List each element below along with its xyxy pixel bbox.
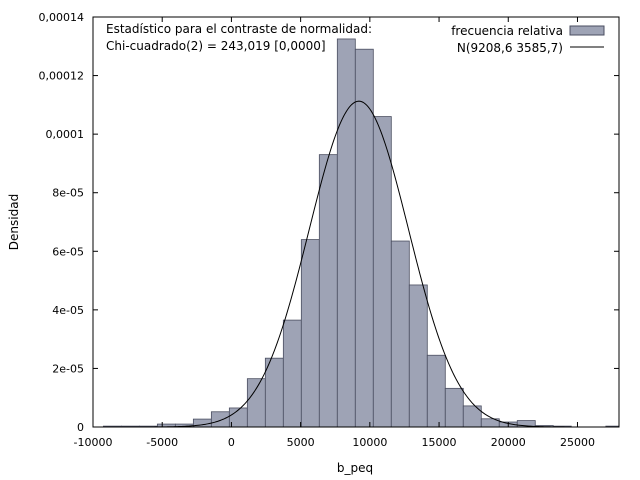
x-tick-label: 10000	[352, 436, 387, 449]
normality-test-statistic: Chi-cuadrado(2) = 243,019 [0,0000]	[106, 39, 326, 53]
y-tick-label: 2e-05	[52, 362, 84, 375]
histogram-bar	[282, 319, 302, 428]
histogram-bar	[408, 284, 428, 428]
y-tick-label: 8e-05	[52, 187, 84, 200]
y-tick-label: 0,00012	[39, 70, 85, 83]
x-tick-label: -5000	[146, 436, 178, 449]
x-tick-label: 20000	[491, 436, 526, 449]
y-tick-label: 4e-05	[52, 304, 84, 317]
x-axis-ticks: -10000 -5000 0 5000 10000 15000 20000 25000	[74, 17, 595, 449]
histogram-bar	[228, 407, 248, 428]
histogram-bar	[336, 38, 356, 428]
x-tick-label: -10000	[74, 436, 113, 449]
normality-test-title: Estadístico para el contraste de normali…	[106, 22, 372, 36]
histogram-bar	[318, 154, 338, 428]
x-tick-label: 15000	[422, 436, 457, 449]
histogram-bar	[300, 239, 320, 428]
legend-curve-label: N(9208,6 3585,7)	[457, 41, 563, 55]
x-axis-label: b_peq	[337, 461, 373, 475]
y-tick-label: 0,0001	[46, 128, 85, 141]
y-tick-label: 0	[77, 421, 84, 434]
histogram-bar	[444, 387, 464, 428]
y-tick-label: 0,00014	[39, 11, 85, 24]
y-axis-ticks: 0 2e-05 4e-05 6e-05 8e-05 0,0001 0,00012 0,0001…	[39, 11, 619, 434]
x-tick-label: 25000	[560, 436, 595, 449]
legend-histogram-swatch	[569, 25, 605, 36]
histogram-bar	[246, 378, 266, 428]
histogram-bar	[426, 354, 446, 428]
histogram-bar	[264, 357, 284, 428]
y-axis-label: Densidad	[7, 194, 21, 250]
x-tick-label: 5000	[287, 436, 315, 449]
histogram-bar	[372, 116, 392, 428]
histogram-bar	[354, 48, 374, 428]
x-tick-label: 0	[228, 436, 235, 449]
histogram-bars	[102, 38, 620, 428]
plot-frame	[92, 16, 620, 428]
legend-histogram-label: frecuencia relativa	[451, 24, 563, 38]
normal-curve	[93, 100, 619, 428]
histogram-bar	[390, 240, 410, 428]
y-tick-label: 6e-05	[52, 245, 84, 258]
histogram-bar	[210, 411, 230, 428]
